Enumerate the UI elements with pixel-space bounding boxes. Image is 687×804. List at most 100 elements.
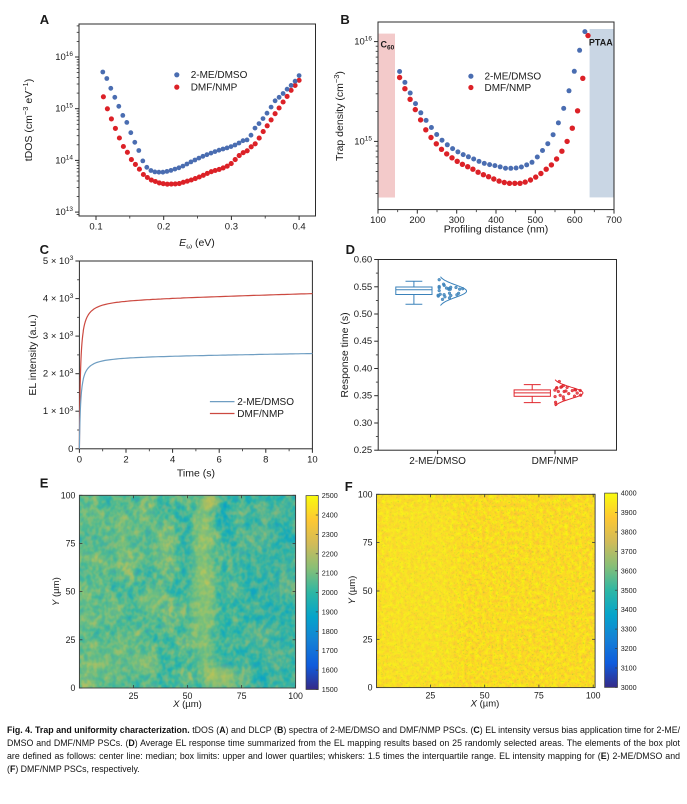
svg-text:tDOS (cm−3 eV−1): tDOS (cm−3 eV−1)	[21, 79, 35, 161]
svg-text:3 × 103: 3 × 103	[43, 330, 74, 342]
svg-text:1500: 1500	[322, 685, 338, 694]
svg-text:4000: 4000	[621, 489, 637, 498]
svg-text:0.60: 0.60	[354, 255, 373, 266]
svg-text:0: 0	[77, 454, 82, 465]
svg-text:X (µm): X (µm)	[172, 699, 202, 710]
svg-text:3800: 3800	[621, 528, 637, 537]
svg-text:25: 25	[363, 634, 373, 644]
svg-text:1 × 103: 1 × 103	[43, 405, 74, 417]
svg-text:1015: 1015	[55, 103, 73, 115]
svg-text:500: 500	[527, 215, 543, 226]
svg-text:75: 75	[534, 691, 544, 701]
svg-text:0.40: 0.40	[354, 364, 373, 375]
svg-text:50: 50	[480, 691, 490, 701]
svg-text:50: 50	[183, 691, 193, 701]
svg-text:200: 200	[409, 215, 425, 226]
svg-text:2-ME/DMSO: 2-ME/DMSO	[191, 70, 248, 81]
svg-text:Trap density (cm−3): Trap density (cm−3)	[332, 71, 346, 161]
svg-text:1800: 1800	[322, 627, 338, 636]
svg-text:1900: 1900	[322, 607, 338, 616]
svg-text:0: 0	[70, 683, 75, 693]
svg-text:1014: 1014	[55, 154, 73, 166]
svg-text:25: 25	[66, 635, 76, 645]
svg-text:50: 50	[66, 587, 76, 597]
svg-text:3200: 3200	[621, 644, 637, 653]
svg-text:5 × 103: 5 × 103	[43, 255, 74, 267]
svg-text:0.25: 0.25	[354, 445, 373, 456]
svg-text:Time (s): Time (s)	[177, 468, 215, 480]
svg-text:1015: 1015	[354, 135, 372, 147]
svg-text:0.3: 0.3	[225, 222, 238, 233]
svg-text:100: 100	[358, 489, 373, 499]
svg-text:E: E	[40, 476, 49, 491]
svg-text:A: A	[40, 12, 50, 27]
svg-text:25: 25	[129, 691, 139, 701]
svg-text:600: 600	[567, 215, 583, 226]
svg-text:3300: 3300	[621, 625, 637, 634]
svg-text:3700: 3700	[621, 547, 637, 556]
svg-text:1013: 1013	[55, 206, 73, 218]
svg-text:100: 100	[586, 691, 601, 701]
svg-text:DMF/NMP: DMF/NMP	[237, 409, 284, 420]
svg-text:75: 75	[66, 539, 76, 549]
svg-text:C: C	[40, 242, 50, 257]
svg-text:3600: 3600	[621, 566, 637, 575]
svg-text:3900: 3900	[621, 508, 637, 517]
svg-text:B: B	[340, 12, 349, 27]
svg-text:300: 300	[449, 215, 465, 226]
svg-text:0.55: 0.55	[354, 282, 373, 293]
svg-text:10: 10	[307, 454, 318, 465]
svg-text:0.30: 0.30	[354, 418, 373, 429]
svg-text:6: 6	[217, 454, 222, 465]
svg-text:4: 4	[170, 454, 175, 465]
svg-text:0.1: 0.1	[89, 222, 102, 233]
svg-text:2400: 2400	[322, 511, 338, 520]
svg-text:Response time (s): Response time (s)	[339, 312, 351, 397]
svg-text:75: 75	[237, 691, 247, 701]
svg-text:2-ME/DMSO: 2-ME/DMSO	[237, 397, 294, 408]
svg-text:1016: 1016	[55, 51, 73, 63]
svg-text:700: 700	[606, 215, 622, 226]
svg-text:2300: 2300	[322, 530, 338, 539]
svg-text:0: 0	[68, 444, 73, 455]
svg-text:2-ME/DMSO: 2-ME/DMSO	[485, 72, 542, 83]
svg-text:DMF/NMP: DMF/NMP	[191, 83, 238, 94]
svg-text:X (µm): X (µm)	[470, 699, 500, 710]
svg-text:8: 8	[263, 454, 268, 465]
svg-text:25: 25	[426, 691, 436, 701]
svg-text:0.45: 0.45	[354, 336, 373, 347]
svg-text:2100: 2100	[322, 569, 338, 578]
svg-text:DMF/NMP: DMF/NMP	[532, 456, 579, 467]
svg-text:Eω (eV): Eω (eV)	[179, 237, 215, 251]
svg-text:3500: 3500	[621, 586, 637, 595]
svg-text:Y (µm): Y (µm)	[51, 577, 62, 606]
svg-text:Y (µm): Y (µm)	[347, 576, 358, 605]
svg-text:1700: 1700	[322, 646, 338, 655]
svg-text:3100: 3100	[621, 664, 637, 673]
svg-text:0.2: 0.2	[157, 222, 170, 233]
svg-text:2: 2	[123, 454, 128, 465]
svg-text:0.35: 0.35	[354, 391, 373, 402]
svg-text:0: 0	[368, 683, 373, 693]
svg-text:EL intensity (a.u.): EL intensity (a.u.)	[27, 314, 39, 395]
svg-text:F: F	[345, 479, 353, 494]
svg-text:3400: 3400	[621, 605, 637, 614]
svg-text:2 × 103: 2 × 103	[43, 368, 74, 380]
svg-text:1600: 1600	[322, 666, 338, 675]
svg-text:D: D	[346, 242, 355, 257]
svg-text:1016: 1016	[354, 36, 372, 48]
svg-text:100: 100	[288, 691, 303, 701]
svg-text:4 × 103: 4 × 103	[43, 293, 74, 305]
svg-text:400: 400	[488, 215, 504, 226]
svg-text:0.4: 0.4	[292, 222, 305, 233]
svg-text:100: 100	[370, 215, 386, 226]
svg-text:100: 100	[61, 490, 76, 500]
svg-text:PTAA: PTAA	[589, 38, 613, 48]
svg-text:50: 50	[363, 586, 373, 596]
svg-text:2200: 2200	[322, 549, 338, 558]
svg-text:75: 75	[363, 538, 373, 548]
svg-text:2-ME/DMSO: 2-ME/DMSO	[409, 456, 466, 467]
svg-text:2000: 2000	[322, 588, 338, 597]
svg-text:2500: 2500	[322, 491, 338, 500]
svg-text:DMF/NMP: DMF/NMP	[485, 83, 532, 94]
